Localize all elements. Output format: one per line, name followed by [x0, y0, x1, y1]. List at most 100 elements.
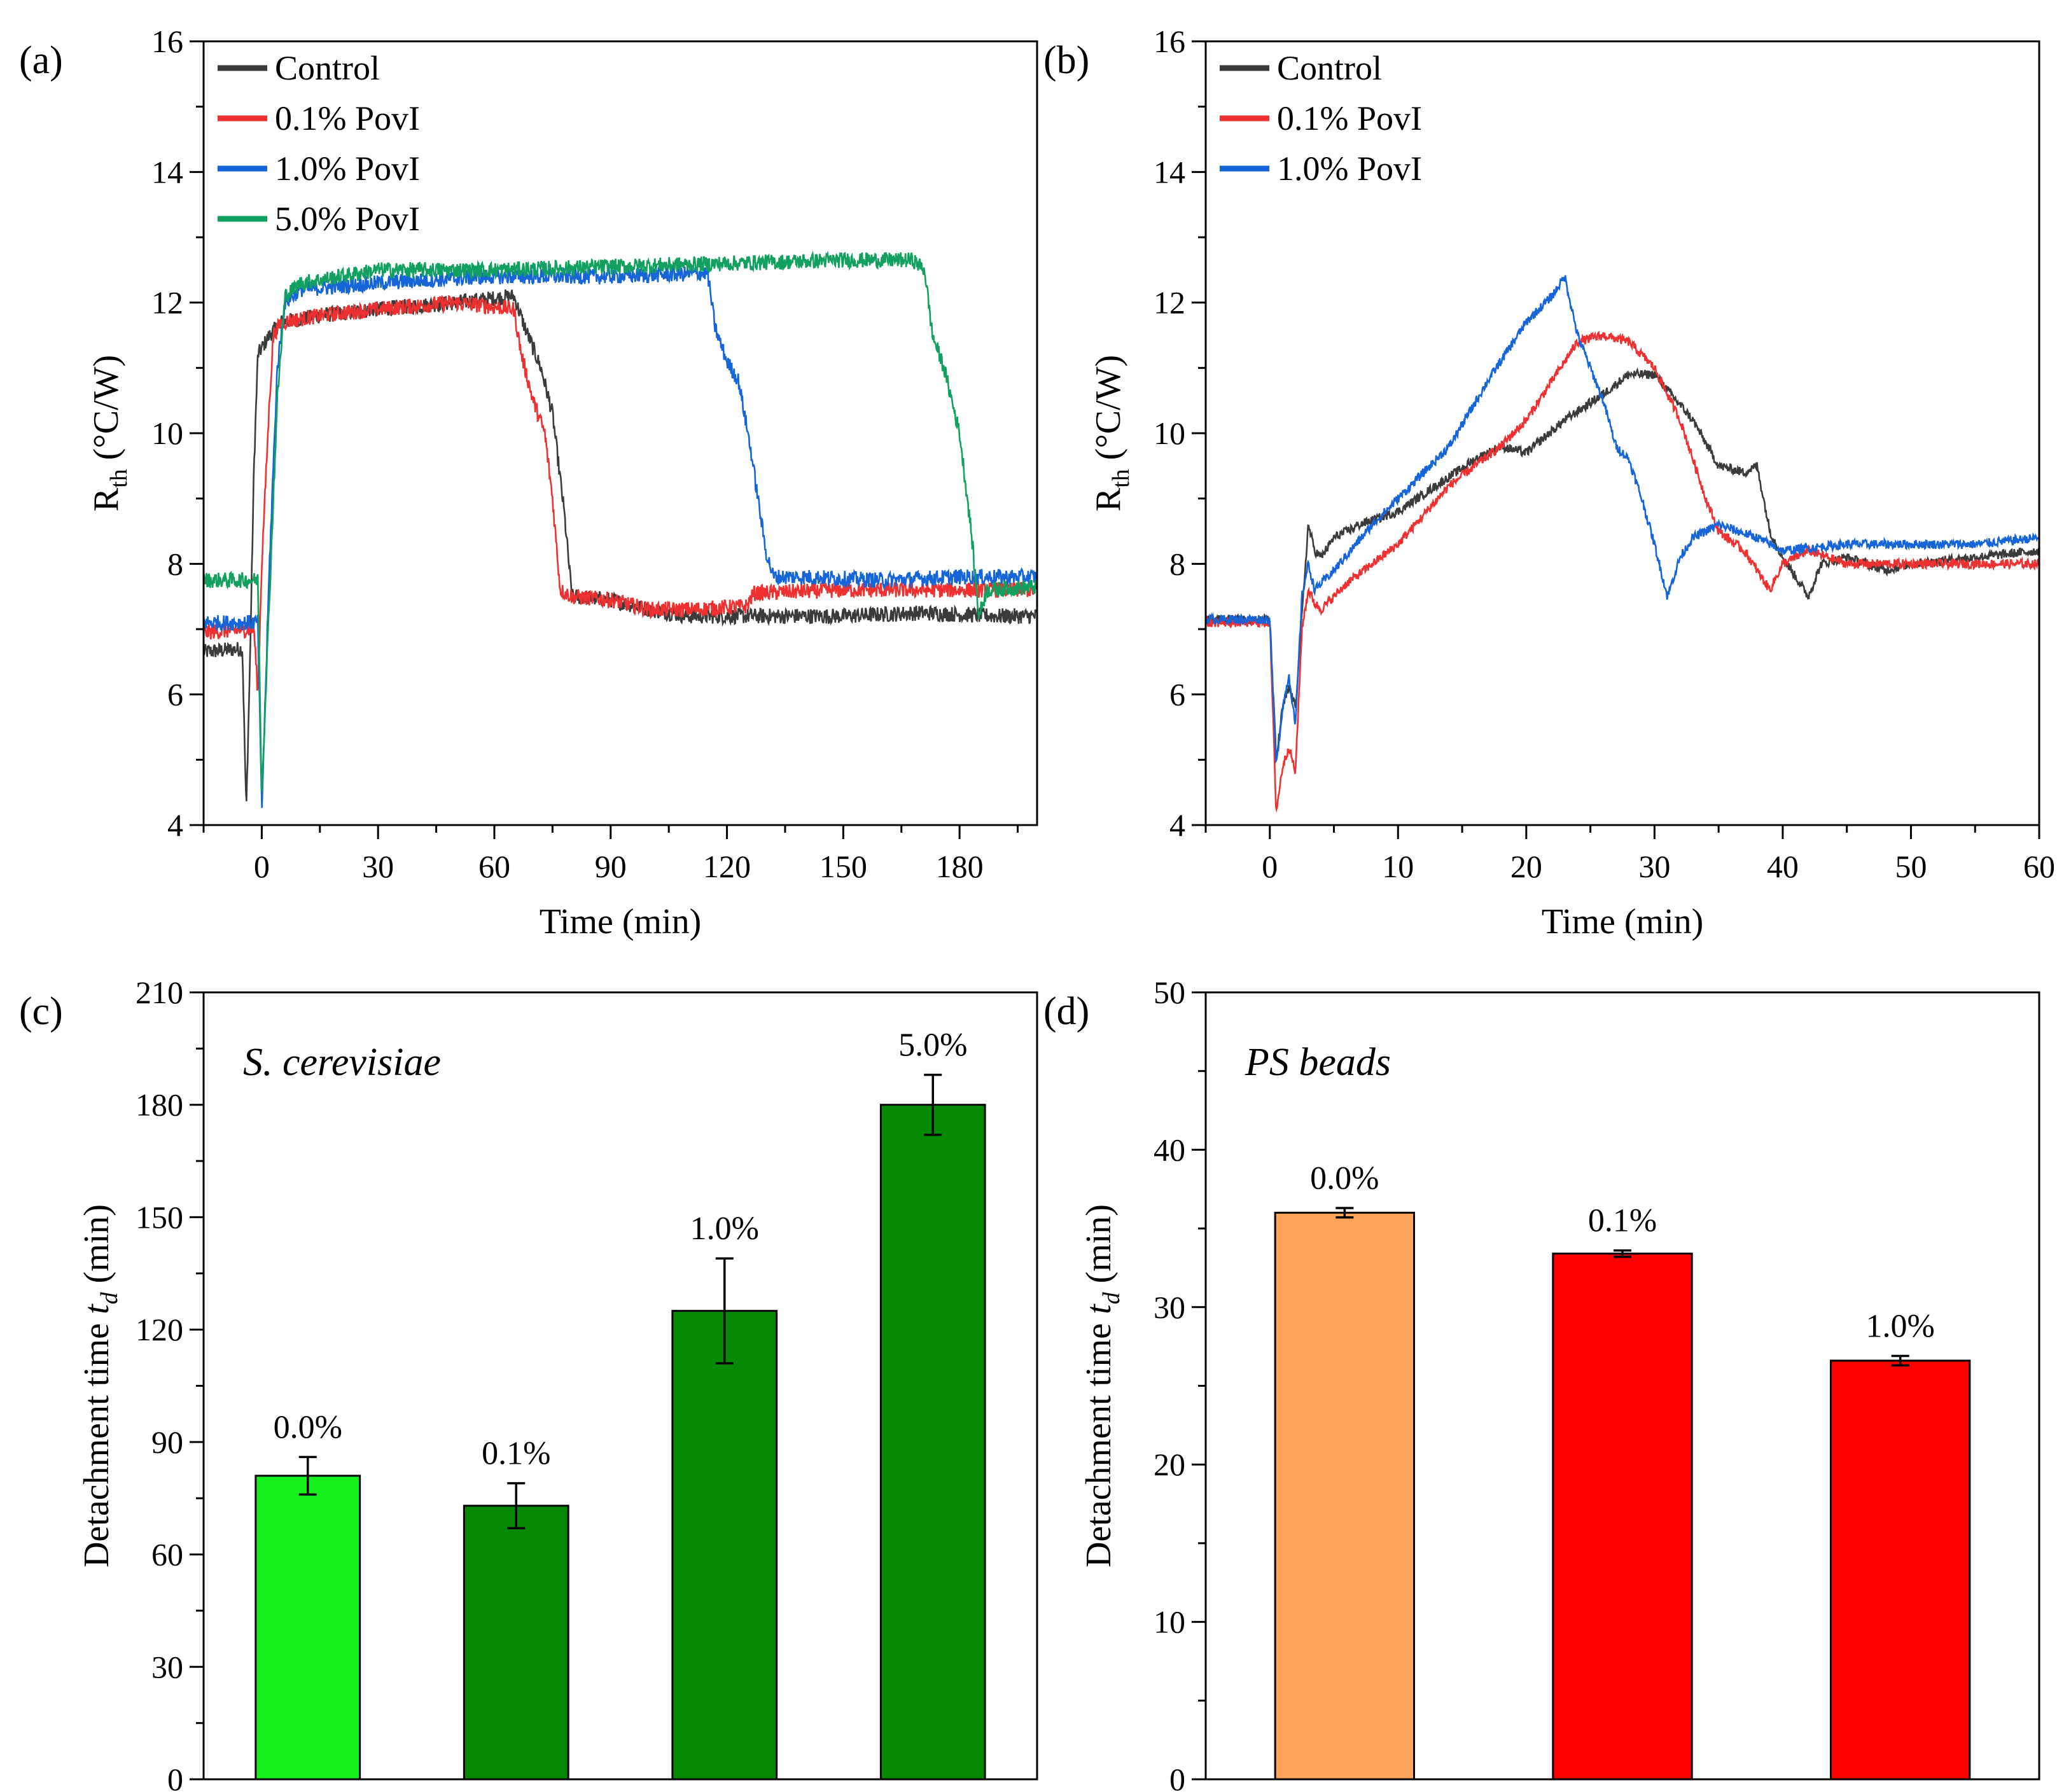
panel-c-frame: [202, 991, 1038, 1781]
panel-a-ylabel-sub: th: [106, 469, 132, 488]
panel-d-bar-label: 1.0%: [1866, 1308, 1935, 1344]
panel-a-legend-label: 1.0% PovI: [275, 149, 420, 188]
panel-d-ytick-label: 10: [1154, 1604, 1185, 1640]
panel-b-xtick-label: 50: [1895, 849, 1927, 884]
panel-c-annotation: S. cerevisiae: [243, 1041, 441, 1084]
panel-b-ylabel: Rth (°C/W): [1089, 355, 1134, 511]
panel-d-ylabel-unit: (min): [1079, 1204, 1119, 1292]
panel-c-bar-label: 5.0%: [898, 1027, 967, 1064]
panel-b: 4 6 8 10 12 14 16 0 10 20 30 40 50 60 Control 0.1% PovI…: [1043, 24, 2055, 941]
panel-a-xtick-label: 120: [703, 849, 751, 884]
panel-d-bar-label: 0.1%: [1588, 1203, 1657, 1239]
panel-c-ytick-label: 210: [136, 975, 183, 1010]
panel-b-ylabel-sub: th: [1108, 469, 1134, 488]
panel-b-series-1-0-povi: [1206, 275, 2039, 765]
panel-c-bar-label: 0.0%: [274, 1409, 342, 1445]
panel-b-xtick-label: 60: [2023, 849, 2055, 884]
panel-d-ytick-label: 20: [1154, 1447, 1185, 1482]
panel-c-bar: [879, 1104, 986, 1781]
panel-a-ytick-label: 10: [151, 415, 183, 451]
panel-c-ylabel-var: t: [77, 1303, 116, 1314]
panel-d-ylabel-sub: d: [1098, 1291, 1125, 1304]
panel-d-ylabel-var: t: [1079, 1303, 1119, 1314]
panel-c-bar: [671, 1310, 778, 1781]
panel-b-ytick-label: 6: [1169, 677, 1185, 712]
panel-a-ytick-label: 4: [167, 807, 183, 843]
panel-b-ylabel-unit: (°C/W): [1089, 355, 1128, 469]
panel-a-ytick-label: 14: [151, 154, 183, 190]
panel-a-xtick-label: 90: [595, 849, 627, 884]
panel-c-ytick-label: 30: [151, 1649, 183, 1684]
panel-b-ylabel-main: R: [1089, 487, 1128, 511]
panel-a: 4 6 8 10 12 14 16 0 30 60 90 120 150 180 Control 0.1% P…: [19, 24, 1038, 941]
panel-d-label: (d): [1043, 990, 1089, 1033]
panel-c-label: (c): [19, 990, 63, 1033]
panel-d-frame: [1204, 991, 2040, 1781]
panel-a-ytick-label: 12: [151, 285, 183, 321]
panel-a-xtick-label: 180: [936, 849, 984, 884]
panel-a-label: (a): [19, 39, 63, 82]
panel-a-xtick-label: 0: [254, 849, 270, 884]
panel-c-ylabel-unit: (min): [77, 1204, 116, 1292]
panel-b-label: (b): [1043, 39, 1089, 82]
panel-b-xtick-label: 20: [1510, 849, 1542, 884]
panel-c-ylabel-main: Detachment time: [77, 1314, 116, 1567]
panel-a-xtick-label: 30: [362, 849, 394, 884]
panel-a-series-1-0-povi: [204, 264, 1037, 809]
panel-d-ylabel: Detachment time td (min): [1079, 1204, 1125, 1567]
panel-c: 0 30 60 90 120 150 180 210 0.0% 0.1% 1.0% 5.0% S. ce…: [19, 975, 1038, 1792]
panel-d-ytick-label: 30: [1154, 1289, 1185, 1325]
panel-d-bar: [1274, 1211, 1415, 1781]
panel-d-bar: [1552, 1253, 1693, 1781]
panel-c-bar-label: 0.1%: [482, 1436, 550, 1472]
panel-c-bar: [255, 1475, 361, 1781]
panel-c-ytick-label: 150: [136, 1199, 183, 1235]
panel-a-ylabel-main: R: [87, 487, 126, 511]
panel-d-ytick-label: 50: [1154, 975, 1185, 1010]
panel-d-bar-label: 0.0%: [1310, 1160, 1379, 1197]
panel-c-ytick-label: 60: [151, 1537, 183, 1573]
panel-a-ytick-label: 6: [167, 677, 183, 712]
panel-a-series-5-0-povi: [204, 250, 1037, 792]
panel-c-bar-label: 1.0%: [690, 1211, 759, 1247]
panel-c-ytick-label: 90: [151, 1424, 183, 1460]
panel-a-series-0-1-povi: [204, 295, 1037, 691]
panel-a-xlabel: Time (min): [540, 902, 702, 941]
panel-d-annotation: PS beads: [1245, 1041, 1391, 1084]
panel-c-ylabel-sub: d: [96, 1291, 123, 1304]
panel-b-legend-label: 1.0% PovI: [1277, 149, 1422, 188]
panel-a-legend-label: 0.1% PovI: [275, 99, 420, 137]
panel-b-xtick-label: 40: [1767, 849, 1799, 884]
panel-a-legend-label: Control: [275, 49, 380, 87]
panel-c-ytick-label: 0: [167, 1761, 183, 1792]
panel-d-bar: [1830, 1359, 1971, 1781]
panel-a-xtick-label: 60: [478, 849, 510, 884]
panel-b-series-0-1-povi: [1206, 330, 2039, 813]
panel-a-xtick-label: 150: [819, 849, 867, 884]
panel-a-ylabel-unit: (°C/W): [87, 355, 126, 469]
panel-b-xtick-label: 0: [1262, 849, 1278, 884]
panel-b-xlabel: Time (min): [1542, 902, 1704, 941]
panel-d-ytick-label: 40: [1154, 1132, 1185, 1167]
panel-b-ytick-label: 4: [1169, 807, 1185, 843]
panel-d-ylabel-main: Detachment time: [1079, 1314, 1119, 1567]
panel-b-xtick-label: 10: [1382, 849, 1414, 884]
panel-b-legend-label: Control: [1277, 49, 1382, 87]
panel-d: 0 10 20 30 40 50 0.0% 0.1% 1.0% PS beads Detachmen…: [1043, 975, 2040, 1792]
panel-a-ytick-label: 16: [151, 24, 183, 59]
panel-b-ytick-label: 14: [1154, 154, 1185, 190]
panel-c-ytick-label: 120: [136, 1312, 183, 1347]
panel-b-ytick-label: 16: [1154, 24, 1185, 59]
panel-b-ytick-label: 10: [1154, 415, 1185, 451]
panel-b-ytick-label: 8: [1169, 546, 1185, 581]
panel-a-ytick-label: 8: [167, 546, 183, 581]
panel-a-legend-label: 5.0% PovI: [275, 200, 420, 238]
panel-d-ytick-label: 0: [1169, 1761, 1185, 1792]
panel-b-legend-label: 0.1% PovI: [1277, 99, 1422, 137]
panel-a-ylabel: Rth (°C/W): [87, 355, 132, 511]
panel-b-frame: [1204, 40, 2040, 826]
panel-b-ytick-label: 12: [1154, 285, 1185, 321]
panel-b-xtick-label: 30: [1638, 849, 1670, 884]
panel-c-ylabel: Detachment time td (min): [77, 1204, 123, 1567]
